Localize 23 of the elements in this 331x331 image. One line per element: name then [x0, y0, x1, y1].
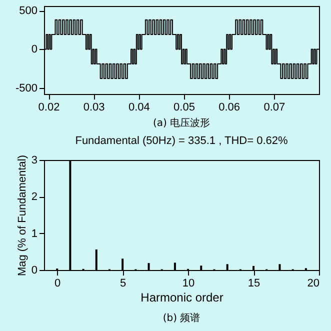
text: (b) 频谱	[162, 312, 200, 324]
y-tick-label: 0	[31, 44, 38, 56]
x-tick-label: 0.04	[128, 102, 150, 114]
x-tick-label: 0.02	[38, 102, 60, 114]
y-tick-label: -500	[15, 82, 38, 94]
x-axis-title: Harmonic order	[140, 290, 224, 304]
x-tick-label: 0.06	[218, 102, 240, 114]
y-tick-label: 500	[19, 5, 38, 18]
chart-title: Fundamental (50Hz) = 335.1 , THD= 0.62%	[75, 135, 288, 147]
x-tick-label: 0.07	[264, 102, 286, 114]
y-tick-label: 2	[31, 191, 38, 204]
x-tick-label: 0	[54, 278, 61, 290]
y-tick-label: 0	[31, 264, 38, 276]
text: (a) 电压波形	[152, 117, 210, 129]
x-tick-label: 0.03	[83, 102, 105, 114]
y-tick-label: 1	[31, 228, 38, 240]
x-tick-label: 5	[120, 278, 126, 290]
x-tick-label: 20	[307, 278, 320, 290]
y-axis-title: Mag (% of Fundamental)	[16, 154, 28, 276]
x-tick-label: 0.05	[174, 102, 195, 114]
x-tick-label: 10	[182, 278, 195, 290]
x-tick-label: 15	[248, 278, 260, 290]
y-tick-label: 3	[31, 154, 38, 166]
